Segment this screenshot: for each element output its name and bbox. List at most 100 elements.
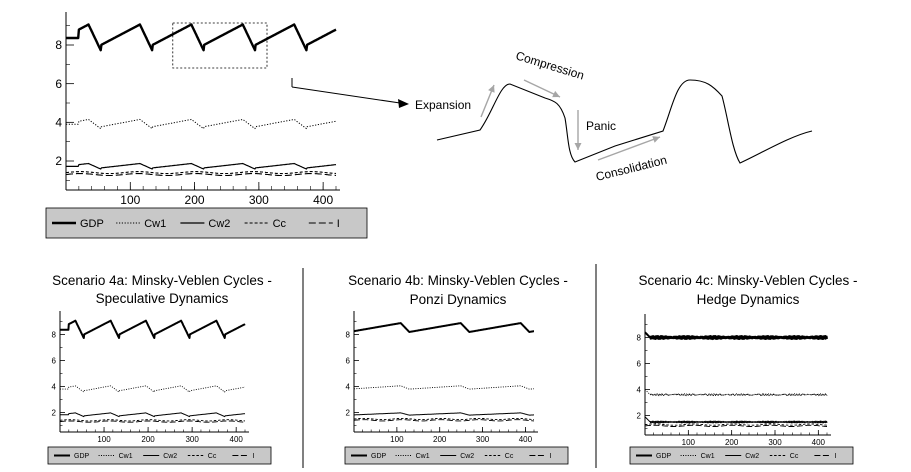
- x-tick-label: 400: [812, 438, 826, 447]
- phase-arrow-head: [652, 136, 660, 143]
- chart-title-line: Hedge Dynamics: [697, 292, 800, 307]
- x-tick-label: 100: [120, 193, 140, 207]
- legend-label-i: I: [549, 453, 551, 460]
- chart-title-line: Scenario 4b: Minsky-Veblen Cycles -: [348, 273, 568, 288]
- x-tick-label: 400: [519, 435, 533, 444]
- y-tick-label: 8: [346, 330, 351, 339]
- x-tick-label: 300: [249, 193, 269, 207]
- chart-scenario-4a: Scenario 4a: Minsky-Veblen Cycles - Specu…: [47, 273, 272, 465]
- y-tick-label: 2: [346, 408, 351, 417]
- pointer-arrow-line-2: [291, 86, 401, 104]
- series-line-gdp: [65, 23, 337, 52]
- chart-scenario-4c: Scenario 4c: Minsky-Veblen Cycles - Hedge…: [629, 273, 858, 465]
- legend-label-cw1: Cw1: [701, 453, 715, 460]
- legend-label-gdp: GDP: [80, 218, 104, 230]
- x-tick-label: 400: [230, 435, 244, 444]
- x-tick-label: 300: [185, 435, 199, 444]
- legend-label-i: I: [834, 453, 836, 460]
- expansion-label: Expansion: [415, 98, 471, 112]
- series-line-cw1: [66, 118, 337, 130]
- phase-arrow-line: [597, 136, 661, 161]
- y-tick-label: 4: [52, 382, 57, 391]
- legend-label-cw2: Cw2: [163, 453, 177, 460]
- series-line-cw1: [59, 385, 246, 393]
- series-line-cw1: [353, 385, 535, 390]
- legend-label-cw1: Cw1: [119, 453, 133, 460]
- phase-arrow-head: [552, 90, 560, 98]
- legend-label-gdp: GDP: [656, 453, 672, 460]
- series-line-cc: [644, 423, 828, 426]
- legend-label-cw2: Cw2: [460, 453, 474, 460]
- cycle-curve: [436, 79, 813, 164]
- phase-arrows: [480, 79, 661, 161]
- phase-arrow-head: [574, 143, 582, 150]
- y-tick-label: 2: [55, 154, 62, 168]
- x-tick-label: 400: [313, 193, 333, 207]
- series-line-cw2: [353, 412, 535, 416]
- series-line-gdp: [59, 319, 246, 339]
- y-tick-label: 4: [55, 116, 62, 130]
- series-line-cc: [353, 417, 535, 421]
- series-line-i: [59, 420, 246, 423]
- legend-label-gdp: GDP: [74, 453, 90, 460]
- series-line-cc: [59, 419, 246, 422]
- series-line-cw1: [644, 389, 828, 397]
- cycle-phase-diagram: Expansion Compression Panic Consolidatio…: [291, 48, 813, 184]
- zoom-highlight-box: [172, 22, 268, 69]
- legend-label-cw2: Cw2: [208, 218, 230, 230]
- y-tick-label: 8: [52, 330, 57, 339]
- x-tick-label: 200: [433, 435, 447, 444]
- legend-box: [344, 446, 569, 465]
- panic-label: Panic: [586, 119, 616, 133]
- x-tick-label: 200: [185, 193, 205, 207]
- legend-label-cc: Cc: [208, 453, 217, 460]
- y-tick-label: 6: [52, 356, 57, 365]
- x-tick-label: 300: [768, 438, 782, 447]
- series-line-gdp: [644, 331, 828, 341]
- chart-title-line: Speculative Dynamics: [96, 291, 229, 306]
- series-line-i: [644, 424, 828, 427]
- x-tick-label: 200: [141, 435, 155, 444]
- x-tick-label: 300: [476, 435, 490, 444]
- legend-label-cw1: Cw1: [416, 453, 430, 460]
- pointer-arrow-head: [398, 99, 409, 108]
- series-line-gdp: [353, 322, 535, 333]
- y-tick-label: 6: [346, 356, 351, 365]
- x-tick-label: 100: [97, 435, 111, 444]
- y-tick-label: 4: [637, 385, 642, 394]
- legend-box: [47, 446, 272, 465]
- phase-arrow-head: [488, 85, 495, 93]
- legend-label-i: I: [252, 453, 254, 460]
- y-tick-label: 8: [637, 333, 642, 342]
- y-tick-label: 8: [55, 38, 62, 52]
- compression-label: Compression: [514, 48, 586, 82]
- y-tick-label: 6: [55, 77, 62, 91]
- series-line-cw2: [644, 416, 828, 424]
- x-tick-label: 100: [682, 438, 696, 447]
- x-tick-label: 100: [390, 435, 404, 444]
- series-line-i: [66, 173, 336, 177]
- y-tick-label: 2: [52, 408, 57, 417]
- top-chart: 100 200 300 400 2 4 6 8 GDP Cw1 Cw2 Cc I: [45, 12, 368, 239]
- series-line-cw2: [66, 162, 337, 170]
- chart-scenario-4b: Scenario 4b: Minsky-Veblen Cycles - Ponzi…: [344, 273, 569, 465]
- legend-label-cc: Cc: [505, 453, 514, 460]
- legend-label-cw1: Cw1: [144, 218, 166, 230]
- y-tick-label: 4: [346, 382, 351, 391]
- legend-label-cw2: Cw2: [745, 453, 759, 460]
- series-line-cw2: [59, 412, 246, 418]
- chart-title-line: Scenario 4a: Minsky-Veblen Cycles -: [52, 273, 272, 288]
- legend-box: [629, 446, 854, 465]
- series-line-i: [353, 419, 535, 422]
- legend-label-cc: Cc: [790, 453, 799, 460]
- chart-title-line: Ponzi Dynamics: [410, 292, 507, 307]
- y-tick-label: 6: [637, 359, 642, 368]
- chart-title-line: Scenario 4c: Minsky-Veblen Cycles -: [638, 273, 857, 288]
- legend-label-cc: Cc: [273, 218, 287, 230]
- series-line-cc: [65, 171, 337, 175]
- x-tick-label: 200: [725, 438, 739, 447]
- legend-label-gdp: GDP: [371, 453, 387, 460]
- y-tick-label: 2: [637, 411, 642, 420]
- legend-label-i: I: [337, 218, 340, 230]
